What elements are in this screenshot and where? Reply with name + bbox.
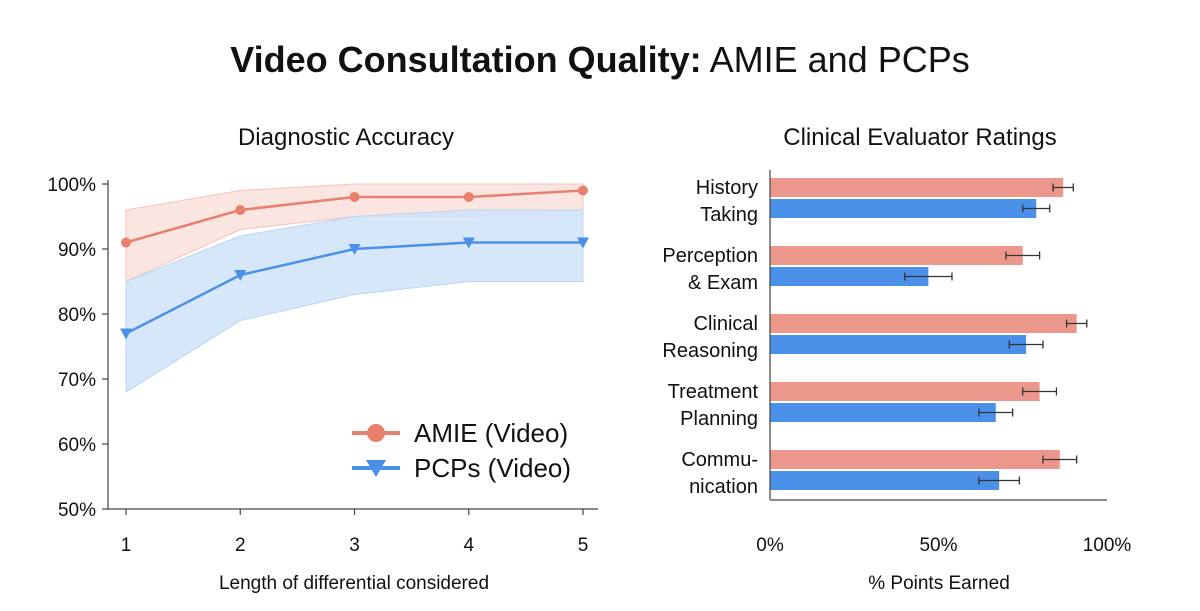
data-point-pcps [462, 237, 475, 249]
y-tick-label: 60% [58, 435, 96, 456]
category-label: Planning [680, 408, 758, 430]
confidence-band-pcps [125, 209, 584, 393]
category-label: Taking [700, 204, 758, 226]
chart-title: Clinical Evaluator Ratings [783, 124, 1056, 151]
x-tick-label: 100% [1083, 535, 1132, 556]
data-point-amie [349, 192, 360, 202]
legend-label-pcps: PCPs (Video) [414, 453, 571, 483]
clinical-evaluator-ratings-chart: Clinical Evaluator Ratings 0% 50% 100% % Poi… [662, 124, 1132, 594]
bar-amie [770, 450, 1060, 469]
figure-title: Video Consultation Quality: AMIE and PCP… [0, 38, 1200, 82]
bar-amie [770, 382, 1040, 401]
data-point-pcps [348, 244, 361, 255]
data-point-amie [578, 185, 588, 196]
y-tick-label: 50% [58, 500, 96, 521]
figure-title-rest: AMIE and PCPs [701, 39, 970, 80]
x-tick-label: 0% [756, 535, 784, 556]
x-tick-label: 3 [349, 535, 360, 556]
bar-pcps [770, 199, 1037, 218]
diagnostic-accuracy-chart: Diagnostic Accuracy 50% 60% 70% 80% 90% 100% 1 2… [47, 124, 598, 594]
bar-amie [770, 314, 1077, 333]
category-label: Perception [662, 245, 758, 267]
data-point-amie [121, 237, 131, 248]
bar-amie [770, 178, 1064, 197]
bar-pcps [770, 335, 1027, 354]
bar-pcps [770, 403, 996, 422]
data-point-amie [235, 205, 246, 215]
y-tick-label: 70% [58, 370, 96, 391]
legend-marker-amie [367, 424, 385, 442]
legend-marker-pcps [366, 460, 386, 477]
data-point-amie [463, 192, 474, 202]
x-axis-label: Length of differential considered [219, 573, 489, 594]
x-axis-label: % Points Earned [868, 573, 1010, 594]
category-label: Clinical [694, 313, 758, 335]
legend-label-amie: AMIE (Video) [414, 418, 568, 448]
data-point-pcps [577, 237, 589, 249]
y-tick-label: 80% [58, 305, 96, 326]
data-point-pcps [234, 270, 247, 281]
category-label: History [696, 177, 758, 199]
category-label: Treatment [668, 381, 759, 403]
chart-title: Diagnostic Accuracy [238, 124, 454, 151]
figure-title-bold: Video Consultation Quality: [230, 39, 702, 80]
bar-pcps [770, 267, 929, 286]
y-tick-label: 100% [47, 175, 96, 196]
category-label: & Exam [688, 272, 758, 294]
y-tick-label: 90% [58, 240, 96, 261]
bar-amie [770, 246, 1023, 265]
category-label: nication [689, 476, 758, 498]
x-tick-label: 5 [578, 535, 589, 556]
data-point-pcps [120, 328, 132, 340]
x-tick-label: 1 [121, 535, 132, 556]
bar-pcps [770, 471, 1000, 490]
x-tick-label: 2 [235, 535, 246, 556]
category-label: Reasoning [662, 340, 758, 362]
x-tick-label: 50% [919, 535, 957, 556]
x-tick-label: 4 [463, 535, 474, 556]
category-label: Commu- [681, 449, 758, 471]
